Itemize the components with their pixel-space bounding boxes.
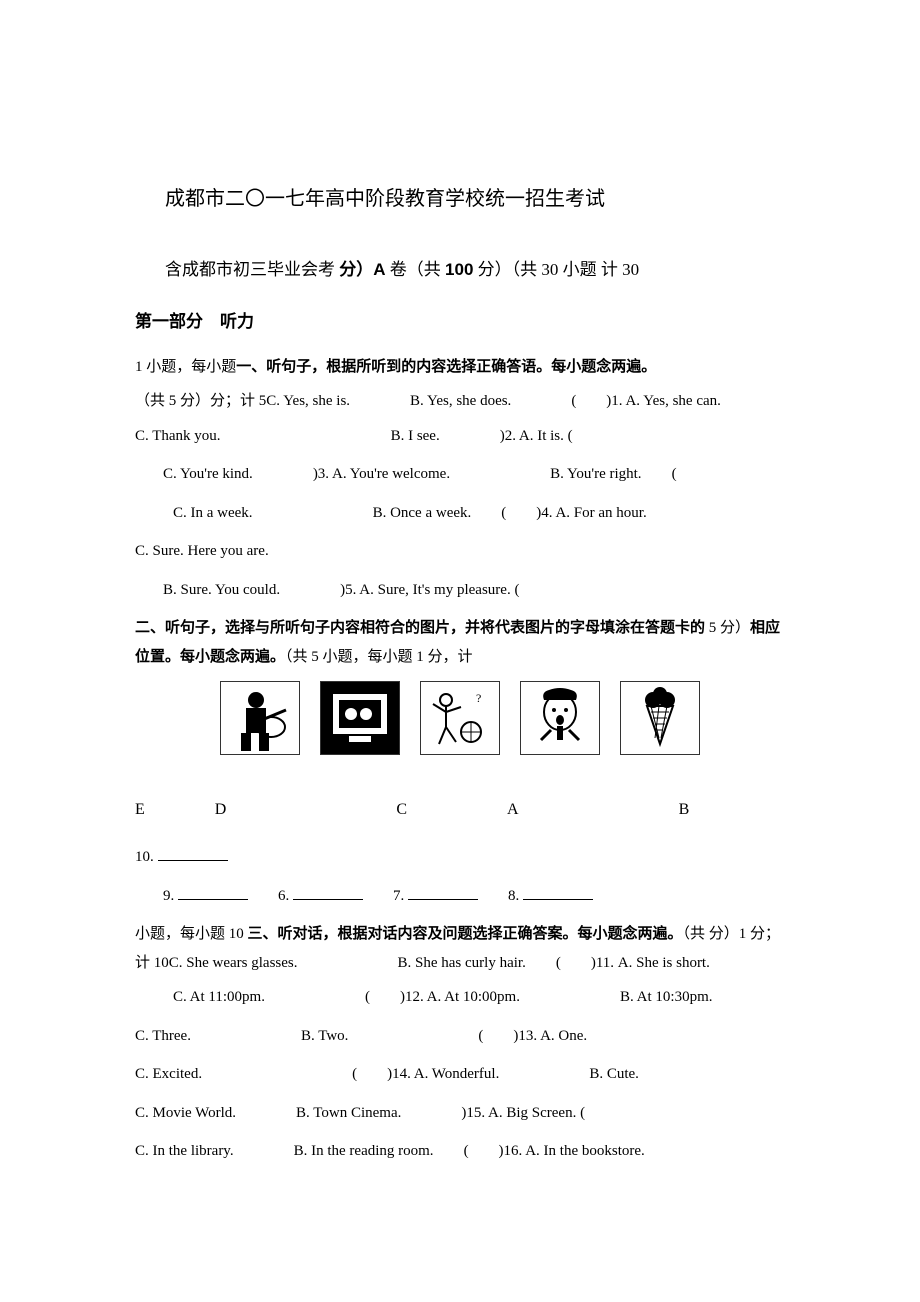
q12-b: B. At 10:30pm.	[620, 989, 713, 1005]
q12-c: C. At 11:00pm.	[173, 989, 265, 1005]
sub-title-mid: 卷（共	[386, 260, 446, 279]
letter-a: A	[507, 801, 519, 818]
q16-a: ( )16. A. In the bookstore.	[464, 1143, 645, 1159]
q13-line: C. Three. B. Two. ( )13. A. One.	[135, 1022, 785, 1051]
blanks-6-9-line: 9. 6. 7. 8.	[163, 882, 785, 911]
q4-b: B. Once a week.	[373, 505, 472, 521]
q12-line: C. At 11:00pm. ( )12. A. At 10:00pm. B. At…	[163, 983, 785, 1012]
q14-mid: ( )14. A. Wonderful.	[352, 1066, 499, 1082]
blank-9-label: 9.	[163, 888, 178, 904]
q4-a: ( )4. A. For an hour.	[501, 505, 646, 521]
q1-intro-a: 1 小题，每小题	[135, 359, 236, 375]
letters-row: EDCAB	[135, 795, 785, 825]
main-title: 成都市二〇一七年高中阶段教育学校统一招生考试	[165, 180, 785, 218]
blank-8	[523, 884, 593, 900]
q16-b: B. In the reading room.	[294, 1143, 434, 1159]
sec2-mid: 5 分）	[705, 620, 750, 636]
sub-title-bold1: 分）A	[339, 260, 385, 279]
q14-b: B. Cute.	[589, 1066, 639, 1082]
blank-8-label: 8.	[508, 888, 523, 904]
q14-c: C. Excited.	[135, 1066, 202, 1082]
q3-c: C. You're kind.	[163, 466, 253, 482]
section1-header: 第一部分 听力	[135, 306, 785, 338]
q2-b: B. I see.	[391, 428, 440, 444]
q5-line1: C. Sure. Here you are.	[135, 537, 785, 566]
sec3-intro: 小题，每小题 10 三、听对话，根据对话内容及问题选择正确答案。每小题念两遍。（…	[135, 920, 785, 977]
q2-c: C. Thank you.	[135, 428, 221, 444]
q1-intro-bold: 一、听句子，根据所听到的内容选择正确答语。每小题念两遍。	[236, 358, 656, 375]
blank-10	[158, 845, 228, 861]
q1-intro: 1 小题，每小题一、听句子，根据所听到的内容选择正确答语。每小题念两遍。	[135, 353, 785, 382]
sub-title-prefix: 含成都市初三毕业会考	[165, 260, 339, 279]
basketball-player-icon: ?	[421, 682, 499, 754]
q3-line: C. You're kind. )3. A. You're welcome. B. …	[163, 460, 785, 489]
picture-options-row: ?	[135, 681, 785, 755]
guitar-player-icon	[221, 682, 299, 754]
sec2-bold: 二、听句子，选择与所听句子内容相符合的图片，并将代表图片的字母填涂在答题卡的	[135, 619, 705, 636]
blank-7	[408, 884, 478, 900]
q14-line: C. Excited. ( )14. A. Wonderful. B. Cute.	[135, 1060, 785, 1089]
picture-option-3: ?	[420, 681, 500, 755]
q1-intro-line2: （共 5 分）分；计 5C. Yes, she is. B. Yes, she d…	[135, 387, 785, 416]
q11-c: C. She wears glasses.	[169, 955, 298, 971]
sub-title-after: 分）（共 30 小题 计 30	[473, 260, 639, 279]
q16-c: C. In the library.	[135, 1143, 234, 1159]
q13-b: B. Two.	[301, 1028, 348, 1044]
q5-b: B. Sure. You could.	[163, 582, 280, 598]
q1-a: ( )1. A. Yes, she can.	[571, 393, 721, 409]
q13-a: ( )13. A. One.	[478, 1028, 587, 1044]
tv-icon	[321, 682, 399, 754]
q1-b: B. Yes, she does.	[410, 393, 511, 409]
q3-paren: (	[672, 466, 677, 482]
q16-line: C. In the library. B. In the reading room…	[135, 1137, 785, 1166]
letter-b: B	[679, 801, 690, 818]
sub-title-bold2: 100	[445, 260, 473, 279]
exam-page: 成都市二〇一七年高中阶段教育学校统一招生考试 含成都市初三毕业会考 分）A 卷（…	[0, 0, 920, 1302]
q12-mid: ( )12. A. At 10:00pm.	[365, 989, 520, 1005]
q15-c: C. Movie World.	[135, 1105, 236, 1121]
q5-c: C. Sure. Here you are.	[135, 543, 269, 559]
blank-7-label: 7.	[393, 888, 408, 904]
q11-a: A. She is short.	[618, 955, 710, 971]
q2-a: )2. A. It is. (	[500, 428, 573, 444]
letter-d: D	[215, 801, 227, 818]
girl-eating-icon	[521, 682, 599, 754]
picture-option-5	[620, 681, 700, 755]
q5-line2: B. Sure. You could. )5. A. Sure, It's my …	[163, 576, 785, 605]
sec3-bold: 三、听对话，根据对话内容及问题选择正确答案。每小题念两遍。	[248, 925, 683, 942]
blank-10-line: 10.	[135, 843, 785, 872]
svg-text:?: ?	[476, 691, 481, 705]
picture-option-1	[220, 681, 300, 755]
picture-option-4	[520, 681, 600, 755]
q4-line: C. In a week. B. Once a week. ( )4. A. For…	[163, 499, 785, 528]
q1-c: C. Yes, she is.	[266, 393, 350, 409]
q4-c: C. In a week.	[173, 505, 253, 521]
sec2-intro: 二、听句子，选择与所听句子内容相符合的图片，并将代表图片的字母填涂在答题卡的 5…	[135, 614, 785, 671]
q3-mid: )3. A. You're welcome.	[313, 466, 450, 482]
q15-b: B. Town Cinema.	[296, 1105, 401, 1121]
blank-6-label: 6.	[278, 888, 293, 904]
blank-9	[178, 884, 248, 900]
q5-a: )5. A. Sure, It's my pleasure. (	[340, 582, 519, 598]
sub-title: 含成都市初三毕业会考 分）A 卷（共 100 分）（共 30 小题 计 30	[165, 254, 785, 286]
q2-line: C. Thank you. B. I see. )2. A. It is. (	[135, 422, 785, 451]
sec2-tail: （共 5 小题，每小题 1 分，计	[285, 649, 473, 665]
q15-line: C. Movie World. B. Town Cinema. )15. A. Bi…	[135, 1099, 785, 1128]
picture-option-2	[320, 681, 400, 755]
q3-b: B. You're right.	[550, 466, 641, 482]
q11-paren: ( )11.	[556, 955, 614, 971]
blank-10-label: 10.	[135, 849, 158, 865]
q1-intro-b: （共 5 分）分；计 5	[135, 393, 266, 409]
letter-e: E	[135, 801, 145, 818]
letter-c: C	[396, 801, 407, 818]
q13-c: C. Three.	[135, 1028, 191, 1044]
icecream-icon	[621, 682, 699, 754]
q15-a: )15. A. Big Screen. (	[461, 1105, 585, 1121]
sec3-a: 小题，每小题 10	[135, 926, 248, 942]
q11-b: B. She has curly hair.	[398, 955, 526, 971]
blank-6	[293, 884, 363, 900]
